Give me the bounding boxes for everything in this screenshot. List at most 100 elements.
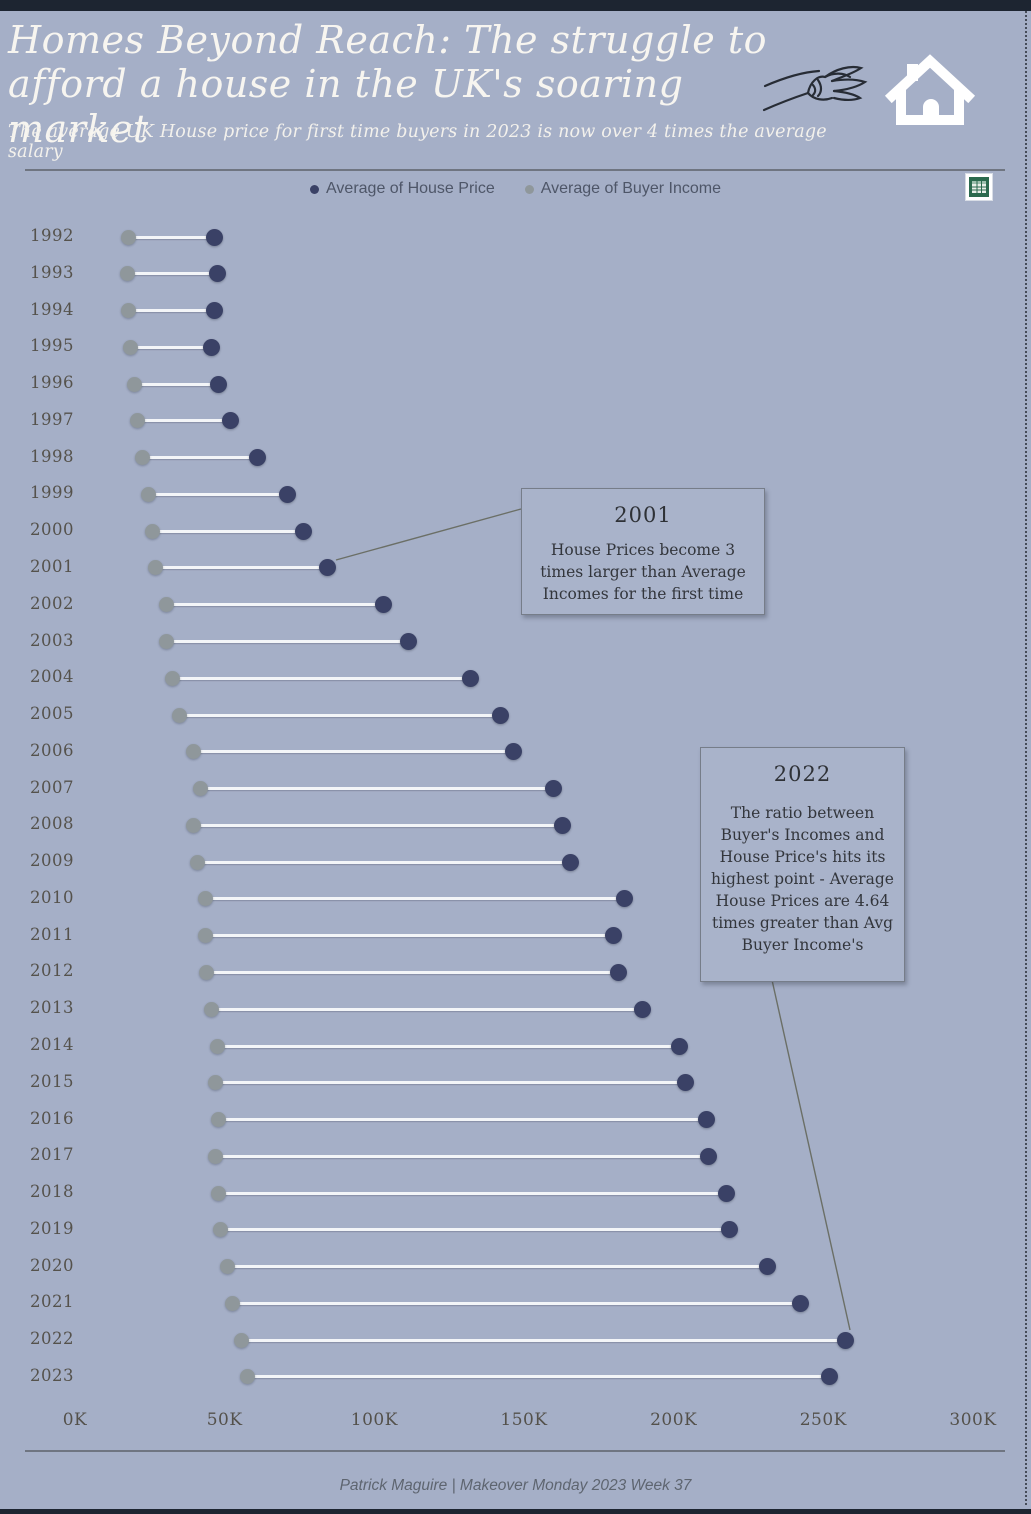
house-price-dot[interactable]: [545, 780, 563, 798]
dumbbell-connector: [152, 529, 304, 533]
buyer-income-dot[interactable]: [197, 891, 213, 907]
buyer-income-dot[interactable]: [233, 1332, 249, 1348]
buyer-income-dot[interactable]: [122, 339, 138, 355]
legend-item-buyer-income[interactable]: Average of Buyer Income: [524, 180, 721, 198]
house-price-dot[interactable]: [759, 1258, 777, 1276]
year-label: 1998: [30, 446, 74, 466]
year-label: 2019: [30, 1218, 74, 1238]
year-label: 2017: [30, 1145, 74, 1165]
x-axis-tick: 50K: [206, 1410, 243, 1430]
buyer-income-dot[interactable]: [211, 1185, 227, 1201]
buyer-income-dot[interactable]: [208, 1148, 224, 1164]
buyer-income-dot[interactable]: [239, 1369, 255, 1385]
buyer-income-dot[interactable]: [190, 854, 206, 870]
house-price-dot[interactable]: [295, 522, 313, 540]
house-price-dot[interactable]: [554, 816, 572, 834]
year-label: 2016: [30, 1108, 74, 1128]
house-price-dot[interactable]: [374, 596, 392, 614]
house-price-dot[interactable]: [202, 338, 220, 356]
x-axis-line: [25, 1450, 1005, 1452]
house-price-dot[interactable]: [461, 669, 479, 687]
house-price-dot[interactable]: [792, 1294, 810, 1312]
top-border-bar: [0, 0, 1031, 11]
house-price-dot[interactable]: [505, 743, 523, 761]
house-icon: [884, 54, 976, 125]
year-label: 1999: [30, 483, 74, 503]
buyer-income-dot[interactable]: [148, 560, 164, 576]
buyer-income-dot[interactable]: [208, 1075, 224, 1091]
house-price-dot[interactable]: [633, 1000, 651, 1018]
buyer-income-dot[interactable]: [134, 450, 150, 466]
buyer-income-dot[interactable]: [211, 1112, 227, 1128]
dumbbell-connector: [247, 1375, 830, 1379]
house-price-dot[interactable]: [717, 1184, 735, 1202]
house-price-dot[interactable]: [609, 963, 627, 981]
dumbbell-connector: [155, 566, 328, 570]
buyer-income-dot[interactable]: [119, 266, 135, 282]
house-price-dot[interactable]: [605, 927, 623, 945]
dumbbell-connector: [166, 640, 409, 643]
house-price-dot[interactable]: [720, 1221, 738, 1239]
legend-item-house-price[interactable]: Average of House Price: [310, 180, 495, 198]
dumbbell-connector: [127, 272, 218, 276]
dumbbell-connector: [137, 419, 231, 423]
house-price-dot[interactable]: [249, 449, 267, 467]
buyer-income-dot[interactable]: [164, 670, 180, 686]
x-axis-tick: 200K: [650, 1410, 698, 1430]
buyer-income-dot[interactable]: [158, 634, 174, 649]
house-price-dot[interactable]: [615, 890, 633, 908]
dumbbell-connector: [193, 823, 563, 827]
legend: Average of House Price Average of Buyer I…: [0, 180, 1031, 198]
buyer-income-dot[interactable]: [127, 376, 143, 392]
buyer-income-dot[interactable]: [220, 1259, 236, 1275]
annotation-2022-body: The ratio between Buyer's Incomes and Ho…: [711, 804, 894, 954]
year-label: 2004: [30, 667, 74, 687]
buyer-income-dot[interactable]: [209, 1038, 225, 1054]
legend-dot: [310, 184, 320, 194]
house-price-dot[interactable]: [400, 633, 418, 650]
house-price-dot[interactable]: [208, 265, 226, 283]
house-price-dot[interactable]: [698, 1111, 716, 1129]
house-price-dot[interactable]: [699, 1147, 717, 1165]
dumbbell-connector: [241, 1338, 846, 1342]
year-label: 2007: [30, 777, 74, 797]
bottom-border-bar: [0, 1509, 1031, 1514]
year-label: 1995: [30, 336, 74, 356]
buyer-income-dot[interactable]: [121, 303, 137, 319]
house-price-dot[interactable]: [279, 485, 297, 503]
house-price-dot[interactable]: [561, 853, 579, 871]
dumbbell-connector: [232, 1301, 801, 1305]
dumbbell-connector: [220, 1228, 730, 1232]
buyer-income-dot[interactable]: [199, 964, 215, 980]
house-price-dot[interactable]: [677, 1074, 695, 1092]
buyer-income-dot[interactable]: [145, 523, 161, 539]
buyer-income-dot[interactable]: [130, 413, 146, 429]
year-label: 2022: [30, 1329, 74, 1349]
buyer-income-dot[interactable]: [140, 486, 156, 502]
house-price-dot[interactable]: [319, 559, 337, 577]
buyer-income-dot[interactable]: [212, 1222, 228, 1238]
dumbbell-connector: [134, 382, 219, 386]
spreadsheet-icon[interactable]: [965, 173, 993, 201]
buyer-income-dot[interactable]: [224, 1295, 240, 1311]
buyer-income-dot[interactable]: [185, 744, 201, 760]
year-label: 2011: [30, 924, 74, 944]
house-price-dot[interactable]: [205, 302, 223, 320]
buyer-income-dot[interactable]: [121, 229, 137, 245]
house-price-dot[interactable]: [837, 1331, 855, 1349]
house-price-dot[interactable]: [222, 412, 240, 430]
buyer-income-dot[interactable]: [172, 707, 188, 723]
buyer-income-dot[interactable]: [193, 781, 209, 797]
house-price-dot[interactable]: [671, 1037, 689, 1055]
buyer-income-dot[interactable]: [197, 928, 213, 944]
house-price-dot[interactable]: [820, 1368, 838, 1386]
dumbbell-connector: [206, 970, 619, 974]
year-label: 1994: [30, 299, 74, 319]
house-price-dot[interactable]: [491, 706, 509, 724]
house-price-dot[interactable]: [210, 375, 228, 393]
buyer-income-dot[interactable]: [185, 817, 201, 833]
house-price-dot[interactable]: [205, 228, 223, 246]
buyer-income-dot[interactable]: [203, 1001, 219, 1017]
year-label: 2006: [30, 740, 74, 760]
buyer-income-dot[interactable]: [158, 597, 174, 613]
